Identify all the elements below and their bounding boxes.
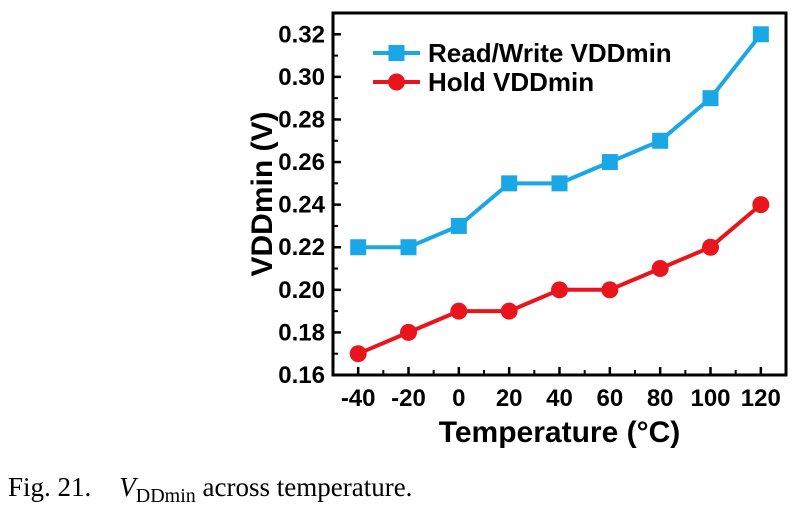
data-point-square bbox=[601, 154, 618, 171]
data-point-square bbox=[501, 175, 518, 192]
x-tick-label: -20 bbox=[391, 385, 426, 412]
data-point-square bbox=[350, 239, 367, 256]
data-point-square bbox=[702, 90, 719, 107]
data-point-circle bbox=[500, 302, 518, 320]
y-tick-label: 0.16 bbox=[278, 362, 325, 389]
x-tick-label: 60 bbox=[596, 385, 623, 412]
x-tick-label: 100 bbox=[690, 385, 730, 412]
data-point-circle bbox=[601, 281, 619, 299]
legend-label-0: Read/Write VDDmin bbox=[428, 38, 672, 68]
data-point-square bbox=[400, 239, 417, 256]
data-point-square bbox=[752, 26, 769, 43]
x-axis-title: Temperature (°C) bbox=[439, 416, 680, 449]
y-tick-label: 0.32 bbox=[278, 21, 325, 48]
data-point-circle bbox=[400, 323, 417, 341]
y-tick-label: 0.26 bbox=[278, 149, 325, 176]
y-tick-label: 0.28 bbox=[278, 106, 325, 133]
y-tick-label: 0.20 bbox=[278, 277, 325, 304]
data-point-square bbox=[551, 175, 568, 192]
data-point-square bbox=[652, 132, 669, 149]
x-tick-label: -40 bbox=[341, 385, 376, 412]
data-point-circle bbox=[349, 345, 367, 363]
y-tick-label: 0.30 bbox=[278, 64, 325, 91]
x-tick-label: 120 bbox=[741, 385, 781, 412]
data-point-circle bbox=[752, 196, 770, 214]
x-tick-label: 0 bbox=[452, 385, 465, 412]
figure-caption: Fig. 21. VDDmin across temperature. bbox=[8, 472, 412, 508]
tick-labels: 0.16 0.18 0.20 0.22 0.24 0.26 0.28 0.30 0.32 -40-… bbox=[278, 21, 781, 412]
data-point-circle bbox=[702, 238, 719, 256]
y-tick-label: 0.18 bbox=[278, 319, 325, 346]
series-line-1 bbox=[357, 203, 763, 356]
x-tick-label: 80 bbox=[647, 385, 674, 412]
data-point-circle bbox=[651, 260, 669, 278]
y-tick-label: 0.22 bbox=[278, 234, 325, 261]
y-axis-title: VDDmin (V) bbox=[246, 112, 279, 277]
legend-marker-square bbox=[388, 45, 405, 61]
y-tick-label: 0.24 bbox=[278, 192, 325, 219]
caption-symbol: V bbox=[119, 472, 136, 502]
plot-axes bbox=[331, 11, 788, 377]
data-point-circle bbox=[551, 281, 568, 299]
data-point-circle bbox=[450, 302, 468, 320]
legend-marker-circle bbox=[388, 73, 405, 91]
series-layer bbox=[349, 26, 770, 363]
x-tick-label: 40 bbox=[546, 385, 573, 412]
figure-number: Fig. 21. bbox=[8, 472, 92, 502]
legend-label-1: Hold VDDmin bbox=[428, 67, 594, 97]
caption-text: across temperature. bbox=[195, 472, 413, 502]
caption-subscript: DDmin bbox=[135, 485, 196, 507]
data-point-square bbox=[450, 217, 467, 234]
x-tick-label: 20 bbox=[496, 385, 523, 412]
